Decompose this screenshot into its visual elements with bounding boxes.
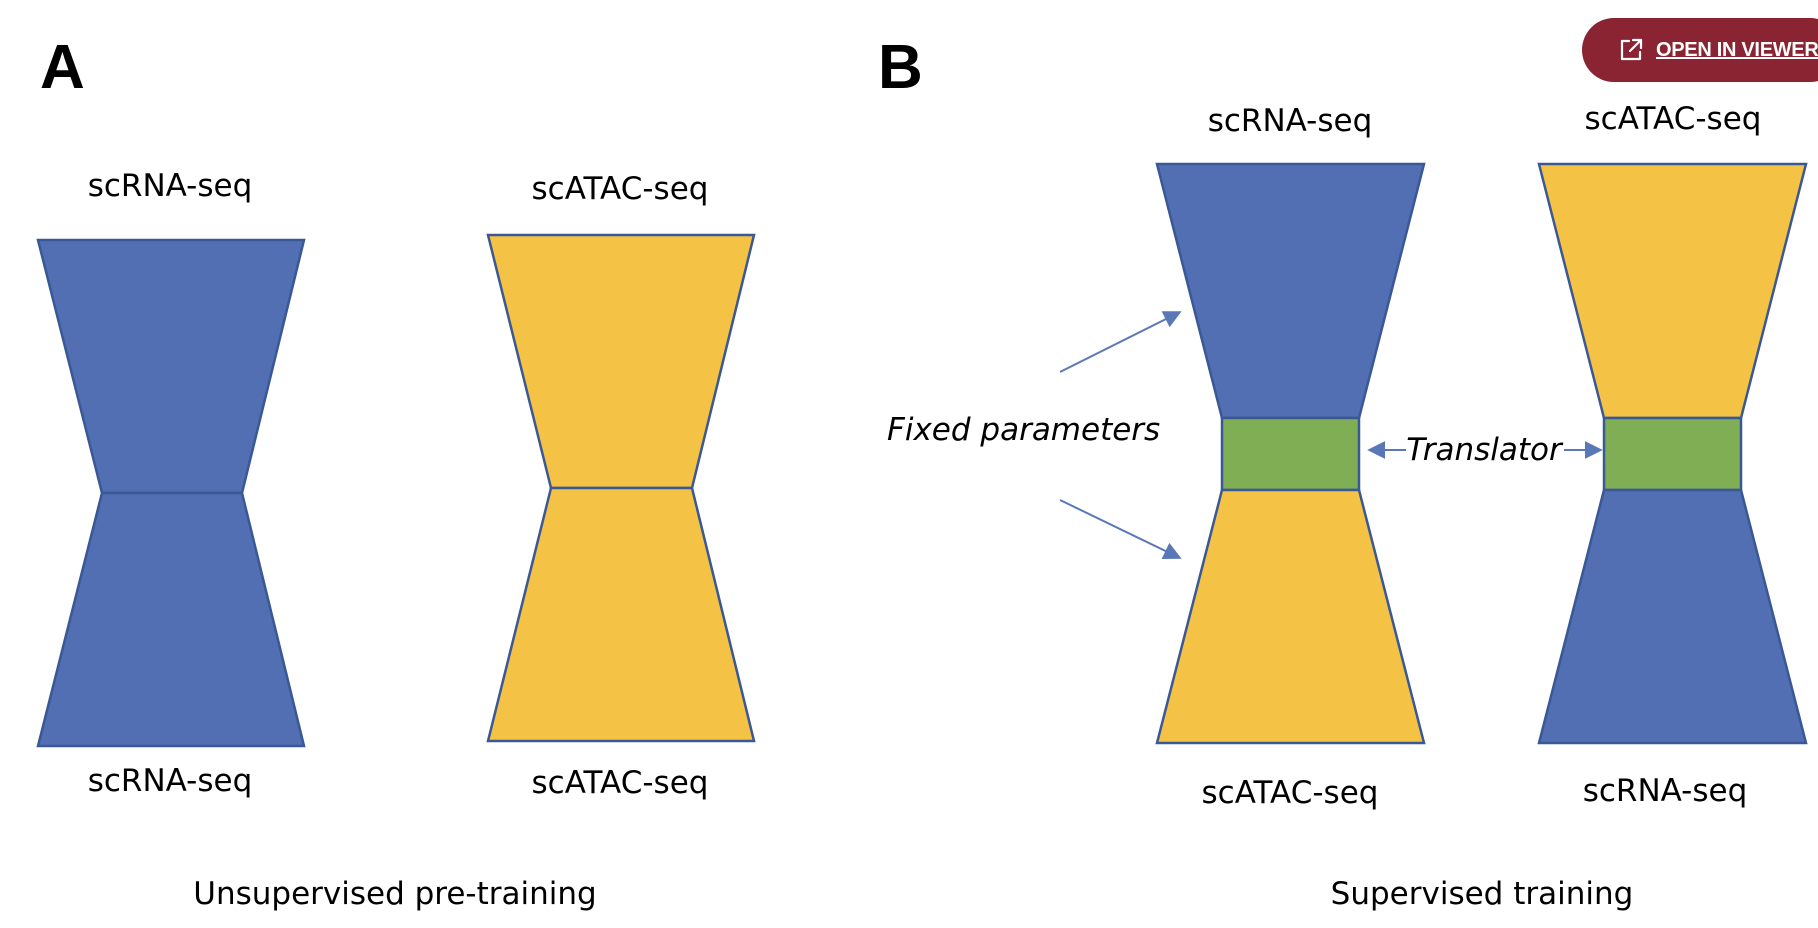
panel-a-right-decoder bbox=[486, 486, 756, 743]
panel-b-right-translator bbox=[1602, 416, 1743, 492]
open-in-viewer-label: OPEN IN VIEWER bbox=[1656, 38, 1818, 61]
panel-b-left-decoder bbox=[1155, 488, 1426, 745]
panel-b-caption: Supervised training bbox=[1331, 876, 1634, 912]
panel-a-left-bottom-label: scRNA-seq bbox=[88, 763, 253, 799]
panel-b-right-top-label: scATAC-seq bbox=[1585, 101, 1762, 137]
panel-a-right-encoder bbox=[486, 233, 756, 490]
translator-label: Translator bbox=[1406, 432, 1564, 468]
fixed-parameters-arrow-lower bbox=[1059, 499, 1182, 560]
panel-a-left-encoder bbox=[36, 238, 306, 495]
panel-a-left-decoder bbox=[36, 491, 306, 748]
panel-a-caption: Unsupervised pre-training bbox=[193, 876, 596, 912]
panel-b-right-encoder bbox=[1537, 162, 1808, 420]
panel-b-right-bottom-label: scRNA-seq bbox=[1583, 773, 1748, 809]
panel-b-left-encoder bbox=[1155, 162, 1426, 420]
panel-b-letter: B bbox=[878, 33, 923, 102]
open-in-viewer-button[interactable]: OPEN IN VIEWER bbox=[1582, 18, 1818, 82]
panel-b-right-decoder bbox=[1537, 488, 1808, 745]
fixed-parameters-label: Fixed parameters bbox=[887, 412, 1160, 448]
panel-a-left-top-label: scRNA-seq bbox=[88, 168, 253, 204]
panel-b-left-top-label: scRNA-seq bbox=[1208, 103, 1373, 139]
fixed-parameters-arrow-upper bbox=[1059, 311, 1182, 373]
external-link-icon bbox=[1618, 37, 1644, 63]
panel-a-right-bottom-label: scATAC-seq bbox=[532, 765, 709, 801]
panel-a-letter: A bbox=[40, 33, 85, 102]
panel-b-left-bottom-label: scATAC-seq bbox=[1202, 775, 1379, 811]
panel-a-right-top-label: scATAC-seq bbox=[532, 171, 709, 207]
panel-b-left-translator bbox=[1220, 416, 1361, 492]
